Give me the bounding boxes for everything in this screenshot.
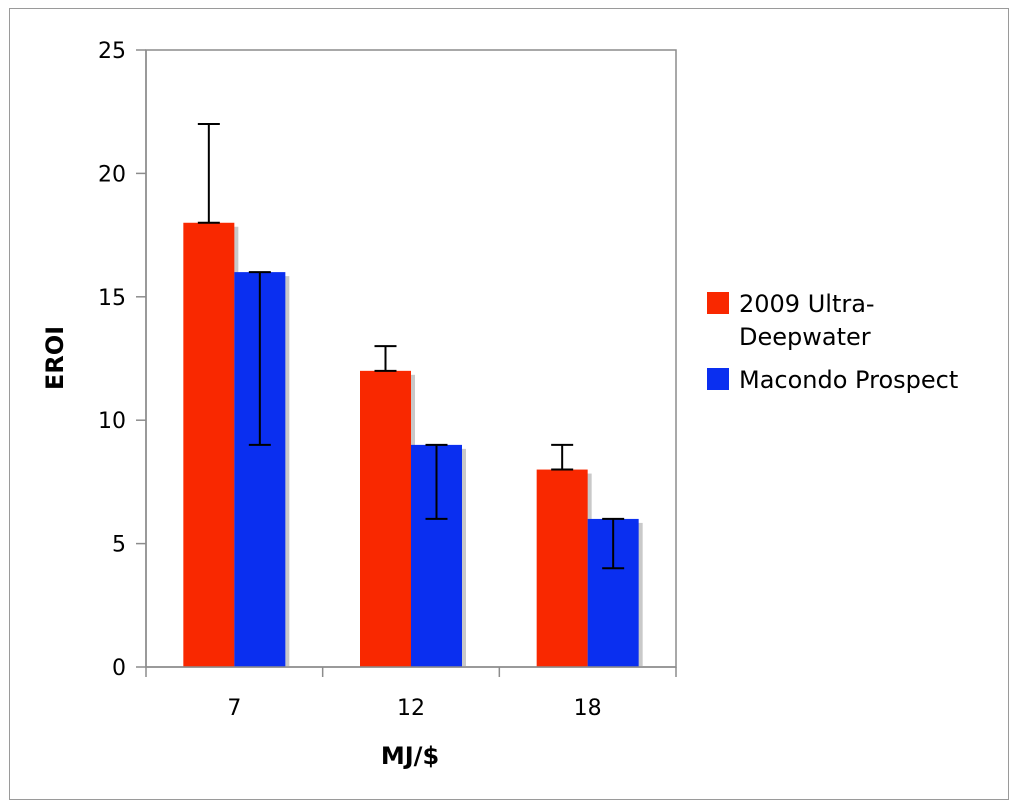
bar-ultra-deepwater-18	[536, 469, 588, 667]
error-bars-layer	[197, 123, 625, 570]
x-tick-label: 18	[574, 696, 602, 721]
bar-ultra-deepwater-7	[183, 222, 235, 667]
legend: 2009 Ultra- Deepwater Macondo Prospect	[707, 290, 958, 394]
axes-layer: 0 5 10 15 20 25 7 12 18	[98, 39, 677, 721]
bar-ultra-deepwater-12	[360, 370, 411, 667]
legend-swatch-macondo	[707, 368, 729, 390]
legend-label: 2009 Ultra-	[739, 290, 875, 318]
x-axis-title: MJ/$	[381, 742, 439, 770]
bars-layer	[183, 222, 643, 667]
y-axis-title: EROI	[41, 326, 69, 390]
y-tick-label: 10	[98, 409, 126, 434]
legend-label: Deepwater	[739, 323, 871, 351]
y-tick-label: 5	[112, 533, 126, 558]
y-tick-label: 0	[112, 656, 126, 681]
y-tick-label: 15	[98, 286, 126, 311]
y-tick-label: 20	[98, 162, 126, 187]
legend-swatch-ultra-deepwater	[707, 292, 729, 314]
x-tick-label: 12	[397, 696, 425, 721]
legend-label: Macondo Prospect	[739, 366, 958, 394]
x-tick-label: 7	[227, 696, 241, 721]
y-tick-label: 25	[98, 39, 126, 64]
